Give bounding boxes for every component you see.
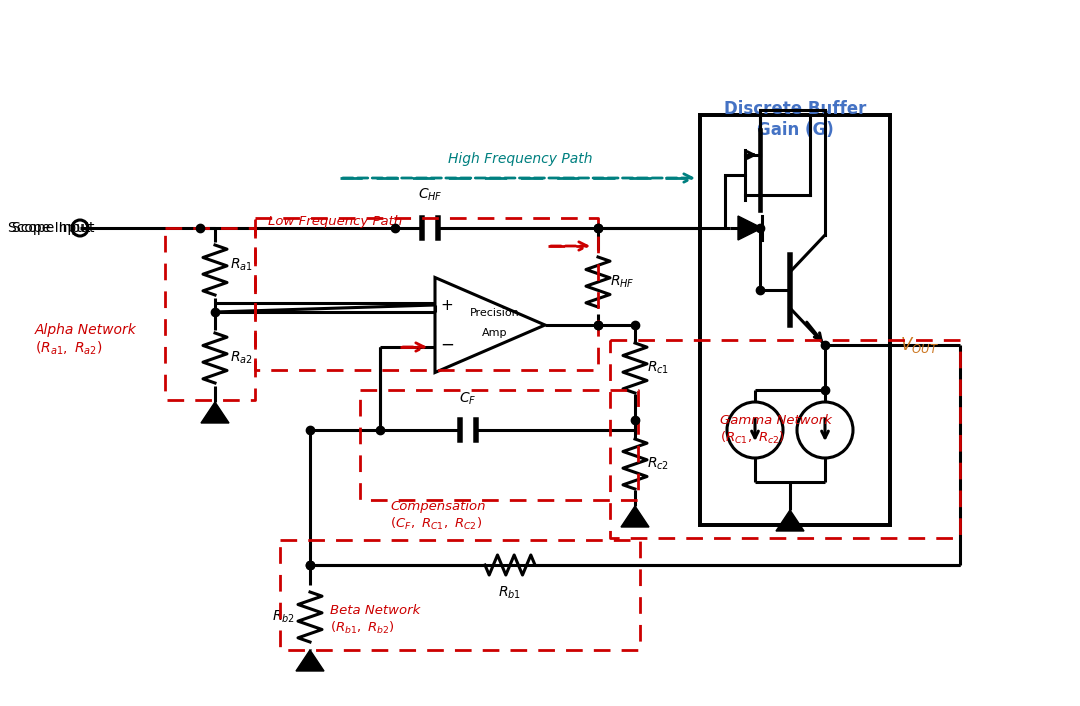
Text: Scope Input: Scope Input (8, 221, 91, 235)
Text: $R_{a1}$: $R_{a1}$ (230, 257, 253, 273)
Polygon shape (296, 650, 324, 671)
Polygon shape (201, 402, 229, 423)
Text: Discrete Buffer
Gain (G): Discrete Buffer Gain (G) (724, 100, 866, 139)
Text: Scope Input: Scope Input (12, 221, 95, 235)
Text: $R_{c1}$: $R_{c1}$ (647, 360, 670, 376)
Text: Low Frequency Path: Low Frequency Path (268, 215, 402, 228)
Polygon shape (738, 216, 762, 240)
Text: Gamma Network
$(R_{C1},\ R_{c2})$: Gamma Network $(R_{C1},\ R_{c2})$ (720, 414, 832, 445)
Text: $R_{b1}$: $R_{b1}$ (499, 585, 522, 602)
Text: +: + (441, 297, 454, 313)
Text: $R_{c2}$: $R_{c2}$ (647, 456, 670, 472)
Text: $R_{a2}$: $R_{a2}$ (230, 349, 253, 366)
Text: $C_F$: $C_F$ (459, 390, 476, 407)
Text: −: − (440, 336, 454, 354)
Text: High Frequency Path: High Frequency Path (448, 152, 592, 166)
Text: $V_{OUT}$: $V_{OUT}$ (900, 335, 939, 355)
Bar (700, 115, 890, 525)
Text: Alpha Network
$(R_{a1},\ R_{a2})$: Alpha Network $(R_{a1},\ R_{a2})$ (35, 323, 137, 357)
Text: Precision: Precision (470, 308, 519, 318)
Text: Beta Network
$(R_{b1},\ R_{b2})$: Beta Network $(R_{b1},\ R_{b2})$ (330, 604, 420, 635)
Text: $C_{HF}$: $C_{HF}$ (418, 186, 443, 203)
Text: Amp: Amp (483, 328, 508, 338)
Text: $R_{b2}$: $R_{b2}$ (272, 609, 295, 626)
Text: Compensation
$(C_F,\ R_{C1},\ R_{C2})$: Compensation $(C_F,\ R_{C1},\ R_{C2})$ (390, 500, 486, 532)
Text: $R_{HF}$: $R_{HF}$ (610, 274, 635, 290)
Polygon shape (777, 510, 804, 531)
Polygon shape (621, 506, 649, 527)
